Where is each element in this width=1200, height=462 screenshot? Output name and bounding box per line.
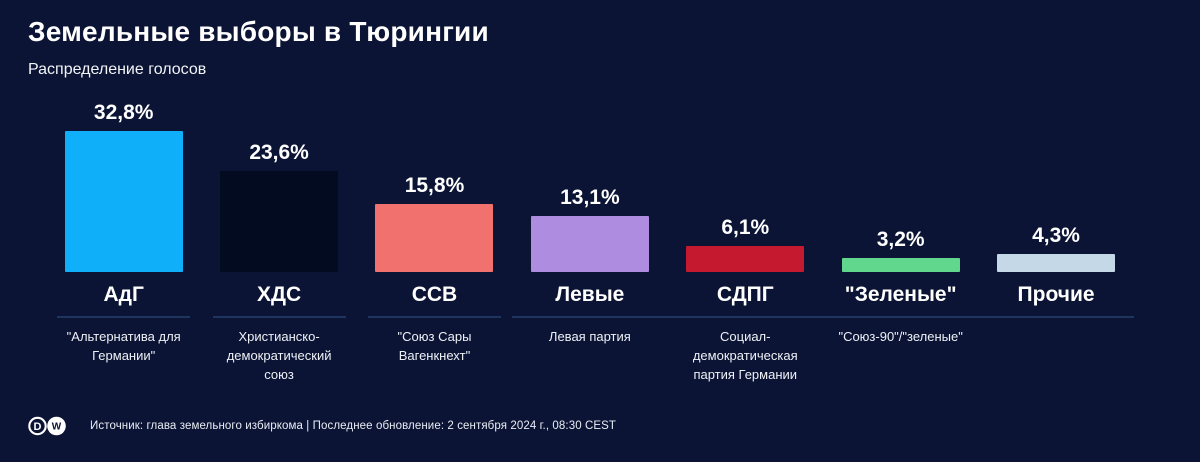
party-label: Прочие [1017,283,1095,306]
bar-column: 15,8% ССВ "Союз Сары Вагенкнехт" [357,100,512,385]
bar-6 [841,258,960,272]
party-description: "Альтернатива для Германии" [66,329,181,363]
value-label: 13,1% [560,186,620,209]
bar-7 [997,254,1116,272]
bar-chart: 32,8% АдГ "Альтернатива для Германии" 23… [46,100,1134,385]
value-label: 23,6% [249,141,309,164]
value-label: 15,8% [404,174,465,197]
party-description: Христианско-демократический союз [226,329,332,382]
bar-1 [64,131,183,272]
party-label: АдГ [103,283,144,306]
divider [212,316,346,318]
bar-zone: 32,8% [46,100,201,272]
party-label: ССВ [411,283,458,306]
divider [367,316,501,318]
party-description: "Союз-90"/"зеленые" [838,329,963,344]
svg-text:W: W [52,422,62,433]
bar-column: 4,3% Прочие [978,100,1134,385]
bar-3 [375,204,494,272]
bar-zone: 15,8% [357,100,512,272]
party-description: Социал-демократическая партия Германии [692,329,798,382]
bar-column: 32,8% АдГ "Альтернатива для Германии" [46,100,201,385]
value-label: 32,8% [93,101,154,124]
divider [822,316,979,318]
party-label: Левые [555,283,625,306]
bar-zone: 4,3% [978,100,1133,272]
bar-4 [530,216,649,272]
bar-2 [220,171,339,272]
bar-5 [686,246,805,272]
bar-zone: 3,2% [823,100,978,272]
party-label: ХДС [257,283,302,306]
header: Земельные выборы в Тюрингии Распределени… [0,0,1200,79]
bar-zone: 23,6% [201,100,356,272]
bar-zone: 6,1% [668,100,823,272]
party-description: Левая партия [548,329,631,344]
divider [57,316,191,318]
bar-zone: 13,1% [512,100,667,272]
bar-column: 3,2% "Зеленые" "Союз-90"/"зеленые" [822,100,979,385]
party-description: "Союз Сары Вагенкнехт" [397,329,472,363]
divider [667,316,823,318]
chart-subtitle: Распределение голосов [28,61,207,78]
divider [978,316,1134,318]
party-label: СДПГ [716,283,774,306]
bar-column: 13,1% Левые Левая партия [512,100,668,385]
value-label: 4,3% [1032,224,1080,247]
footer: D W Источник: глава земельного избиркома… [28,416,616,436]
divider [512,316,668,318]
party-label: "Зеленые" [844,283,957,306]
source-note: Источник: глава земельного избиркома | П… [90,420,617,432]
bar-column: 6,1% СДПГ Социал-демократическая партия … [667,100,823,385]
page-title: Земельные выборы в Тюрингии [28,16,489,47]
dw-logo-icon: D W [28,416,66,436]
svg-text:D: D [34,421,42,433]
value-label: 3,2% [876,228,925,251]
bar-column: 23,6% ХДС Христианско-демократический со… [201,100,356,385]
value-label: 6,1% [721,216,770,239]
